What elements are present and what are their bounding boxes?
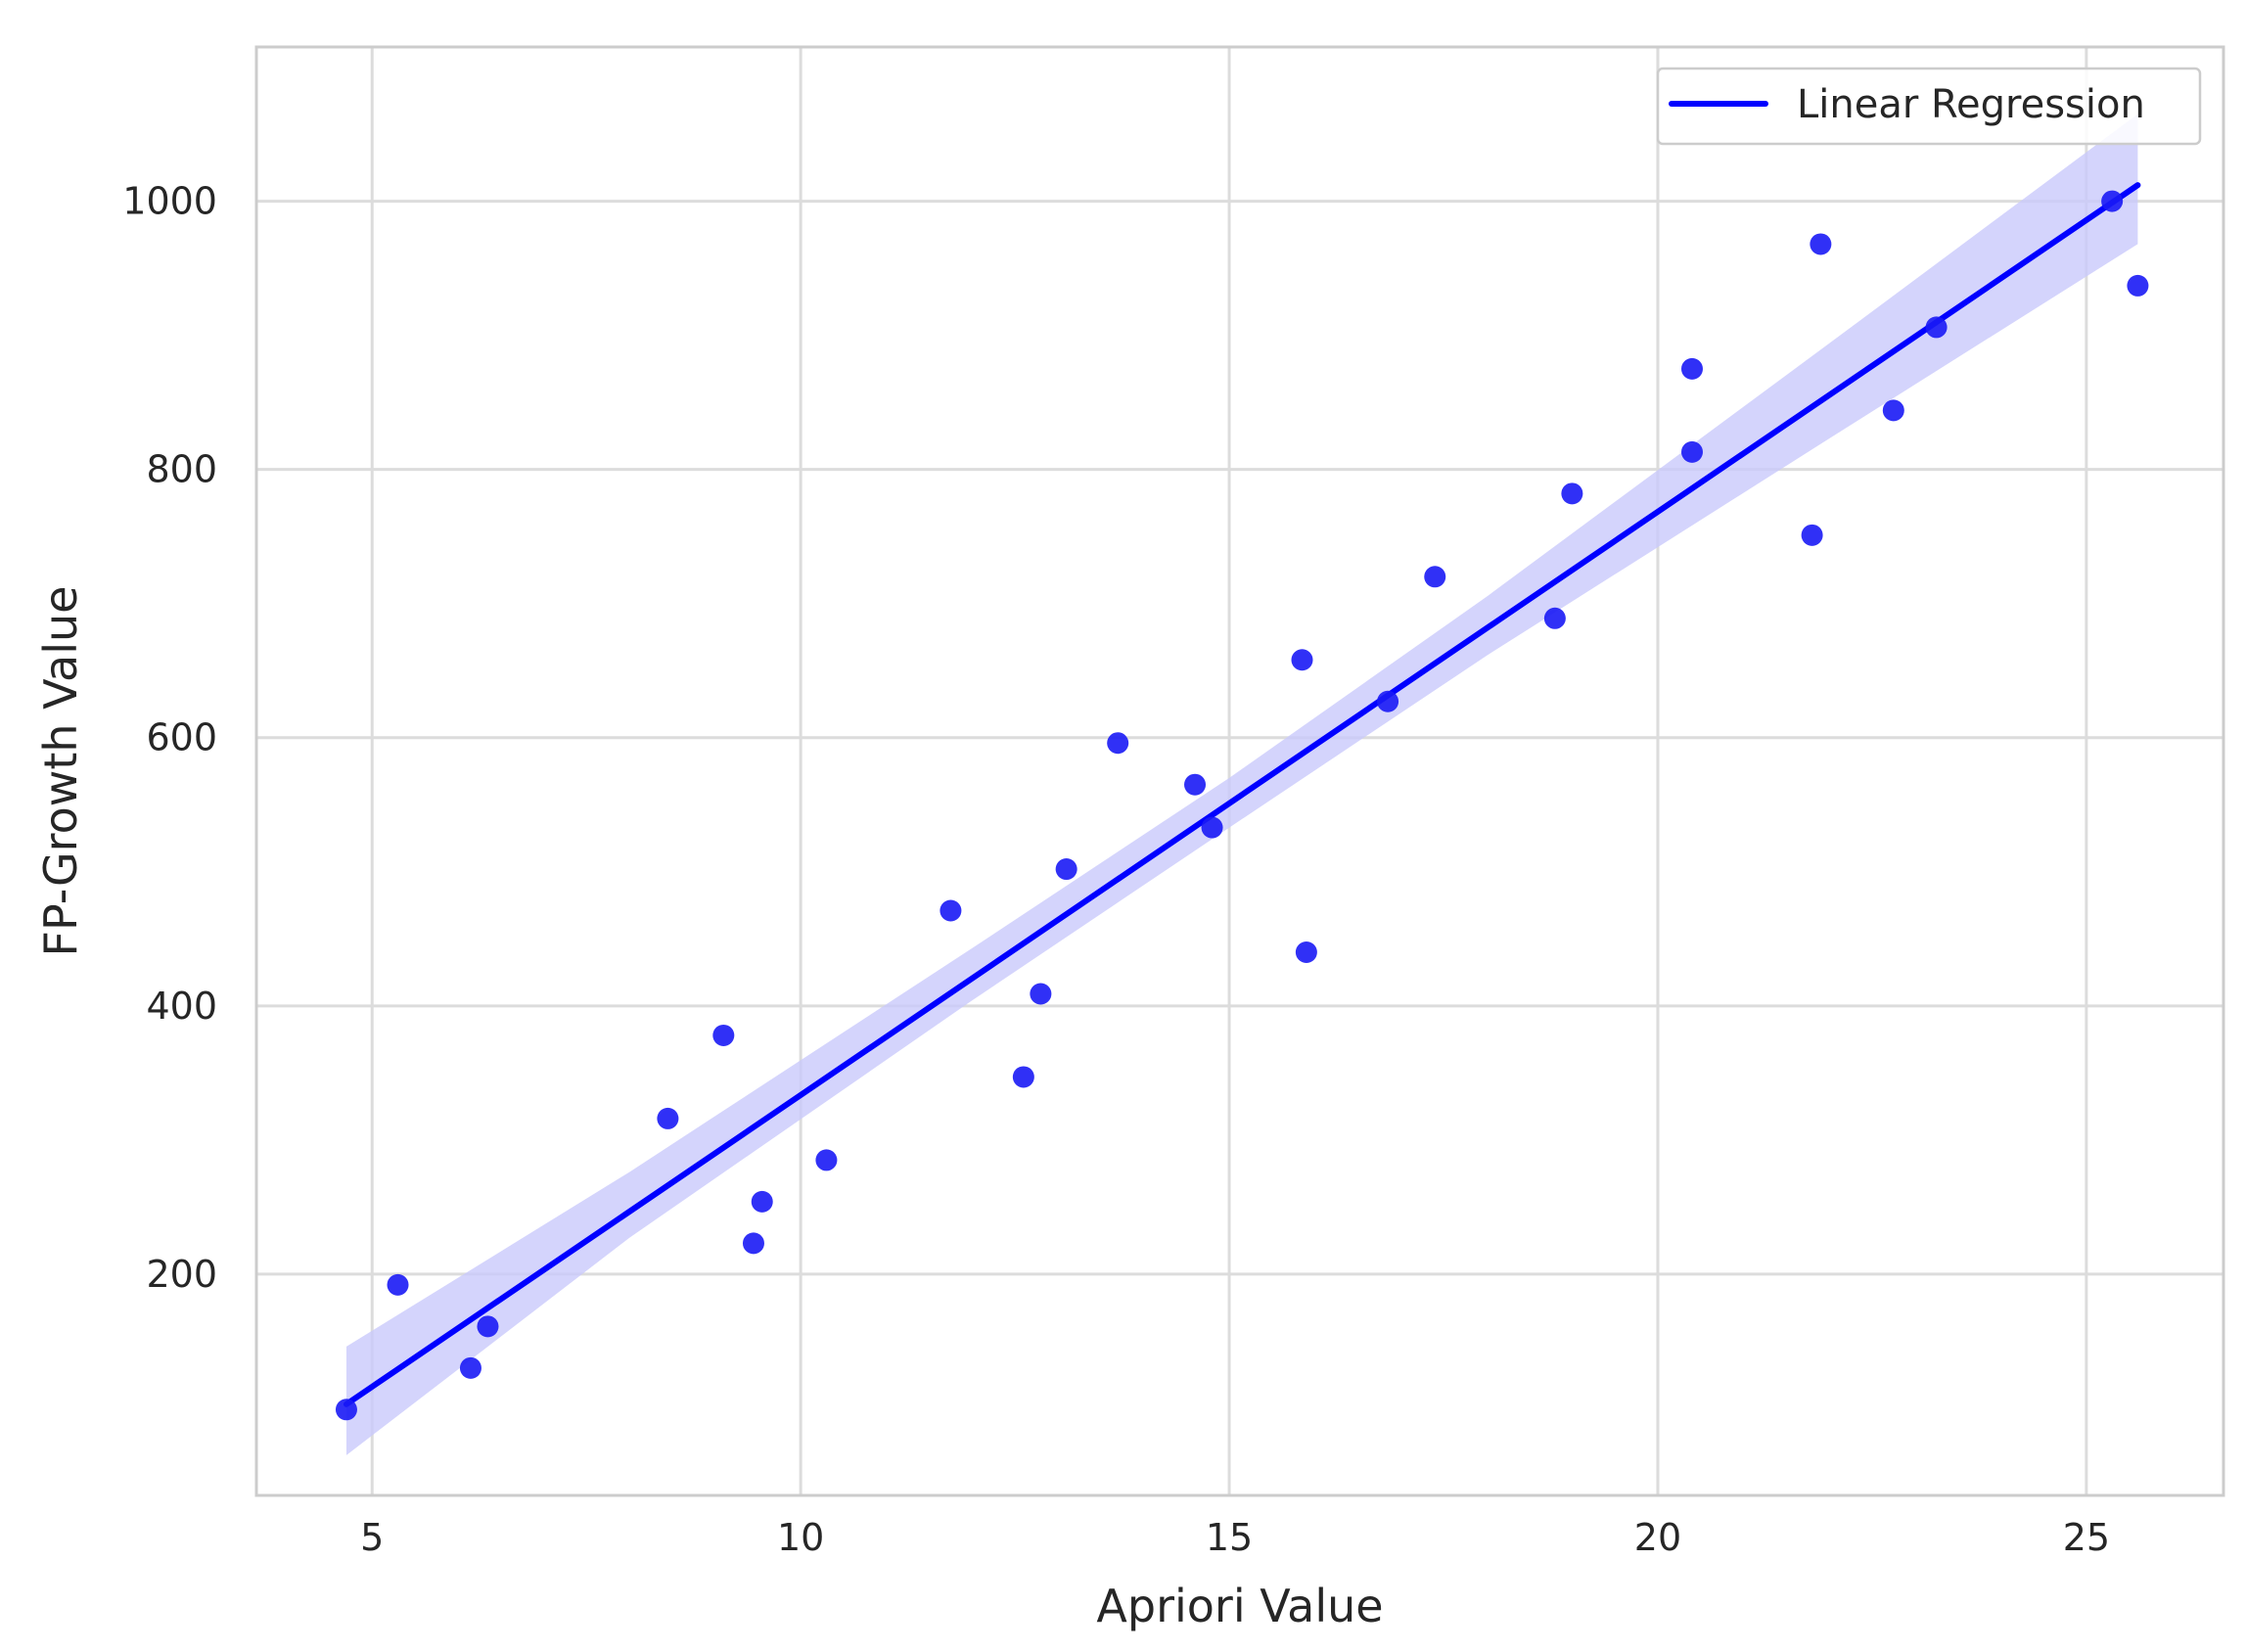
data-point [1107,732,1129,755]
data-point [477,1315,499,1338]
data-point [1377,690,1399,712]
data-point [1201,816,1223,839]
x-tick-label: 5 [360,1516,384,1559]
data-point [751,1190,773,1213]
data-point [1543,607,1566,629]
data-points [335,190,2149,1421]
data-point [1810,233,1832,255]
data-point [815,1149,838,1171]
x-tick-labels: 5 10 15 20 25 [360,1516,2110,1559]
data-point [1925,316,1948,339]
data-point [1012,1066,1034,1088]
x-gridlines [370,47,2088,1495]
data-point [742,1232,764,1255]
data-point [459,1356,481,1379]
data-point [1030,983,1052,1005]
y-tick-labels: 200 400 600 800 1000 [122,180,217,1296]
data-point [1680,440,1703,463]
data-point [1680,357,1703,380]
data-point [1801,524,1823,546]
data-point [1561,482,1583,505]
data-point [940,899,962,922]
data-point [387,1273,409,1296]
x-tick-label: 25 [2063,1516,2110,1559]
data-point [1055,858,1077,881]
data-point [335,1399,357,1421]
data-point [2127,274,2149,297]
legend-box [1656,67,2202,146]
x-tick-label: 20 [1634,1516,1681,1559]
data-point [1184,773,1207,796]
y-axis-label: FP-Growth Value [34,586,87,957]
data-point [657,1107,679,1129]
y-tick-label: 600 [146,716,217,759]
data-point [1291,649,1313,671]
data-point [1882,399,1904,422]
y-tick-label: 1000 [122,180,217,223]
x-axis-label: Apriori Value [1096,1580,1383,1632]
y-tick-label: 800 [146,448,217,491]
data-point [1295,941,1317,963]
y-tick-label: 400 [146,985,217,1028]
data-point [712,1024,735,1046]
legend: Linear Regression [1656,67,2202,146]
x-tick-label: 15 [1206,1516,1253,1559]
y-gridlines [256,200,2223,1276]
x-tick-label: 10 [777,1516,824,1559]
data-point [1424,566,1446,588]
y-tick-label: 200 [146,1253,217,1296]
data-point [2101,190,2124,212]
legend-label: Linear Regression [1797,82,2145,127]
plot-frame [254,45,2225,1497]
regression-line [343,182,2141,1407]
